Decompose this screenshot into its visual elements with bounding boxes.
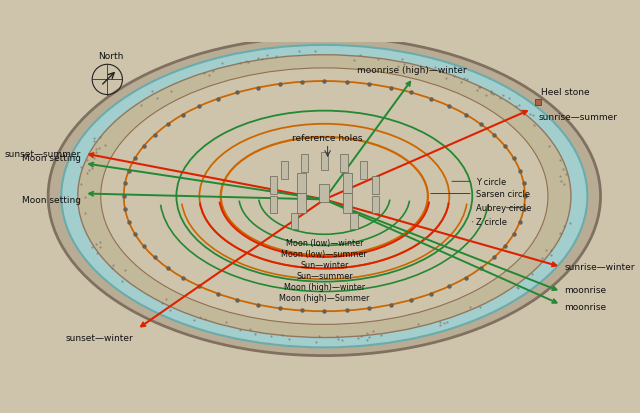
Text: Moon setting: Moon setting	[22, 153, 81, 162]
Text: Moon setting: Moon setting	[22, 196, 81, 205]
FancyBboxPatch shape	[372, 176, 379, 194]
FancyBboxPatch shape	[340, 155, 348, 173]
Text: Sun—summer: Sun—summer	[296, 272, 353, 280]
Text: moonrise: moonrise	[564, 286, 607, 294]
Text: sunrise—summer: sunrise—summer	[538, 113, 617, 122]
Ellipse shape	[61, 46, 588, 348]
Text: Y circle: Y circle	[452, 178, 506, 186]
FancyBboxPatch shape	[350, 213, 358, 230]
Text: Aubrey circle: Aubrey circle	[476, 204, 531, 213]
Text: Moon (high)—winter: Moon (high)—winter	[284, 282, 365, 291]
FancyBboxPatch shape	[281, 161, 289, 179]
FancyBboxPatch shape	[343, 174, 351, 193]
Text: reference holes: reference holes	[292, 133, 363, 142]
FancyBboxPatch shape	[297, 174, 305, 193]
Text: sunset—summer: sunset—summer	[4, 150, 81, 159]
Ellipse shape	[48, 38, 600, 356]
FancyBboxPatch shape	[269, 176, 277, 194]
FancyBboxPatch shape	[360, 161, 367, 179]
Text: Sun—winter: Sun—winter	[300, 261, 349, 269]
FancyBboxPatch shape	[291, 213, 298, 230]
Text: Sarsen circle: Sarsen circle	[431, 190, 530, 199]
Text: Heel stone: Heel stone	[541, 88, 590, 97]
FancyBboxPatch shape	[319, 184, 329, 202]
Text: moonrise: moonrise	[564, 302, 607, 311]
Text: Moon (low)—summer: Moon (low)—summer	[282, 249, 367, 259]
Text: sunrise—winter: sunrise—winter	[564, 262, 635, 271]
FancyBboxPatch shape	[269, 197, 277, 213]
Text: North: North	[98, 52, 124, 61]
FancyBboxPatch shape	[321, 152, 328, 170]
FancyBboxPatch shape	[301, 155, 308, 173]
FancyBboxPatch shape	[297, 193, 305, 213]
Text: Moon (low)—winter: Moon (low)—winter	[285, 239, 363, 248]
Ellipse shape	[77, 56, 571, 338]
FancyBboxPatch shape	[343, 193, 351, 213]
Text: Moon (high)—Summer: Moon (high)—Summer	[279, 293, 369, 302]
FancyBboxPatch shape	[372, 197, 379, 213]
Text: sunset—winter: sunset—winter	[66, 333, 134, 342]
Ellipse shape	[100, 69, 548, 325]
Text: moonrise (high)—winter: moonrise (high)—winter	[356, 66, 467, 75]
Text: Z circle: Z circle	[472, 218, 507, 227]
